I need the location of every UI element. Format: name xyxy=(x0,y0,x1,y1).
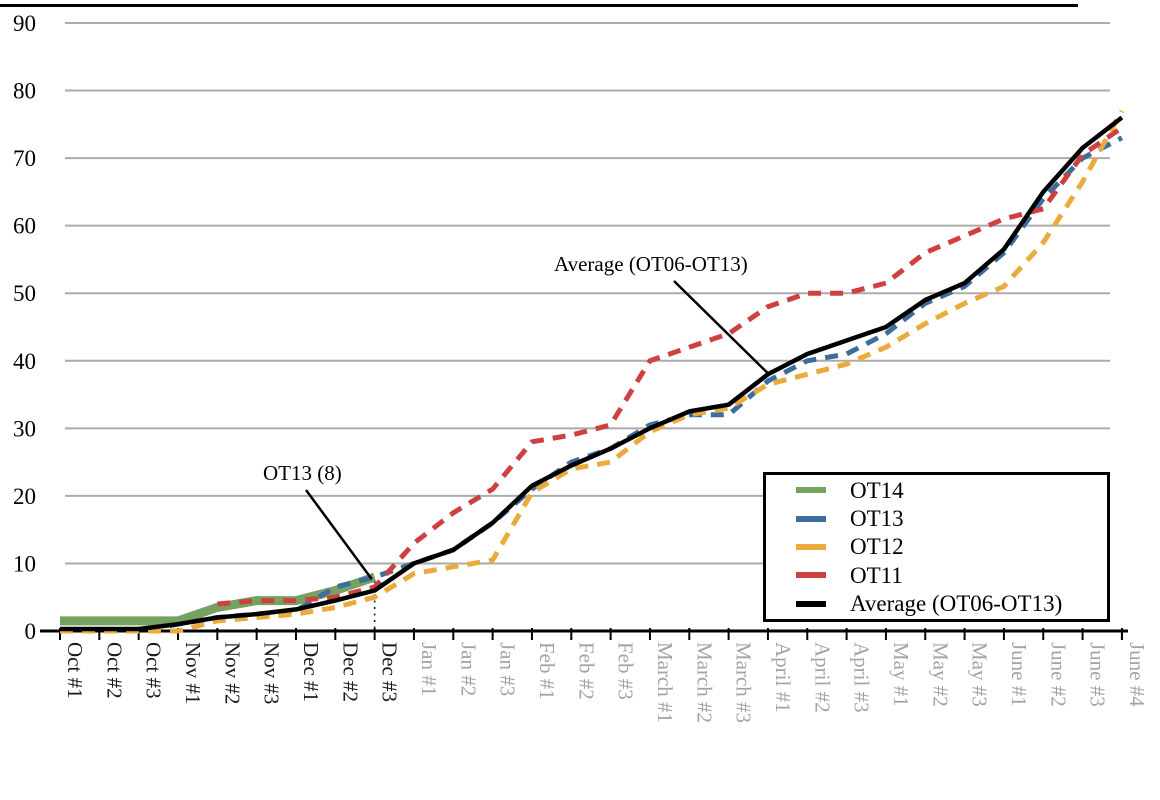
legend-label-ot12: OT12 xyxy=(850,534,904,560)
top-border-line xyxy=(0,4,1078,7)
legend-swatch-ot14 xyxy=(796,487,826,494)
legend-swatch-ot12 xyxy=(796,543,826,550)
series-line-average-ot06-ot13- xyxy=(60,115,1124,632)
legend-item-ot11: OT11 xyxy=(796,562,1107,588)
legend-swatch-average xyxy=(796,600,826,607)
x-tick-label: Jan #2 xyxy=(456,642,480,696)
y-tick-label-40: 40 xyxy=(13,349,36,374)
x-tick-label: Feb #2 xyxy=(574,642,598,700)
legend-label-ot14: OT14 xyxy=(850,477,904,503)
legend-item-average: Average (OT06-OT13) xyxy=(796,591,1107,617)
legend-swatch-ot13 xyxy=(796,515,826,522)
x-tick-label: Feb #1 xyxy=(535,642,559,700)
x-tick-label: Dec #2 xyxy=(338,642,362,702)
series-line-ot11 xyxy=(217,125,1124,607)
y-tick-label-30: 30 xyxy=(13,416,36,441)
legend: OT14 OT13 OT12 OT11 Average (OT06-OT13) xyxy=(763,472,1110,622)
y-tick-label-20: 20 xyxy=(13,484,36,509)
y-tick-label-60: 60 xyxy=(13,214,36,239)
annotation-ot13-value: OT13 (8) xyxy=(263,461,342,485)
y-tick-label-80: 80 xyxy=(13,79,36,104)
legend-item-ot14: OT14 xyxy=(796,477,1107,503)
x-tick-label: June #2 xyxy=(1046,642,1070,707)
x-tick-label: June #4 xyxy=(1125,642,1149,707)
x-tick-label: Jan #3 xyxy=(496,642,520,696)
x-tick-label: May #1 xyxy=(889,642,913,707)
legend-item-ot13: OT13 xyxy=(796,506,1107,532)
annotation-average-series: Average (OT06-OT13) xyxy=(554,252,748,276)
x-tick-label: Oct #3 xyxy=(142,642,166,699)
x-tick-label: Nov #3 xyxy=(260,642,284,704)
y-tick-label-70: 70 xyxy=(13,146,36,171)
y-tick-label-50: 50 xyxy=(13,281,36,306)
x-tick-label: Jan #1 xyxy=(417,642,441,696)
x-tick-label: May #3 xyxy=(968,642,992,707)
annotation-pointer-ot13 xyxy=(304,489,373,580)
x-tick-label: Nov #2 xyxy=(220,642,244,704)
x-tick-label: April #3 xyxy=(850,642,874,713)
y-tick-label-10: 10 xyxy=(13,551,36,576)
x-tick-label: Oct #2 xyxy=(102,642,126,699)
series-line-ot12 xyxy=(60,109,1125,634)
y-tick-label-0: 0 xyxy=(25,619,37,644)
y-tick-label-90: 90 xyxy=(13,11,36,36)
x-tick-label: March #3 xyxy=(732,642,756,723)
x-tick-label: March #1 xyxy=(653,642,677,723)
x-tick-label: April #1 xyxy=(771,642,795,713)
legend-label-ot13: OT13 xyxy=(850,506,904,532)
x-tick-label: June #1 xyxy=(1007,642,1031,707)
x-tick-label: May #2 xyxy=(928,642,952,707)
legend-swatch-ot11 xyxy=(796,572,826,579)
x-tick-label: Feb #3 xyxy=(614,642,638,700)
annotation-pointer-average xyxy=(673,280,771,377)
legend-item-ot12: OT12 xyxy=(796,534,1107,560)
legend-label-ot11: OT11 xyxy=(850,562,903,588)
x-tick-label: Oct #1 xyxy=(63,642,87,699)
legend-label-average: Average (OT06-OT13) xyxy=(850,591,1063,617)
x-tick-label: April #2 xyxy=(810,642,834,713)
x-tick-label: Dec #1 xyxy=(299,642,323,702)
x-tick-label: March #2 xyxy=(692,642,716,723)
x-tick-label: June #3 xyxy=(1086,642,1110,707)
x-tick-label: Nov #1 xyxy=(181,642,205,704)
x-tick-label: Dec #3 xyxy=(378,642,402,702)
